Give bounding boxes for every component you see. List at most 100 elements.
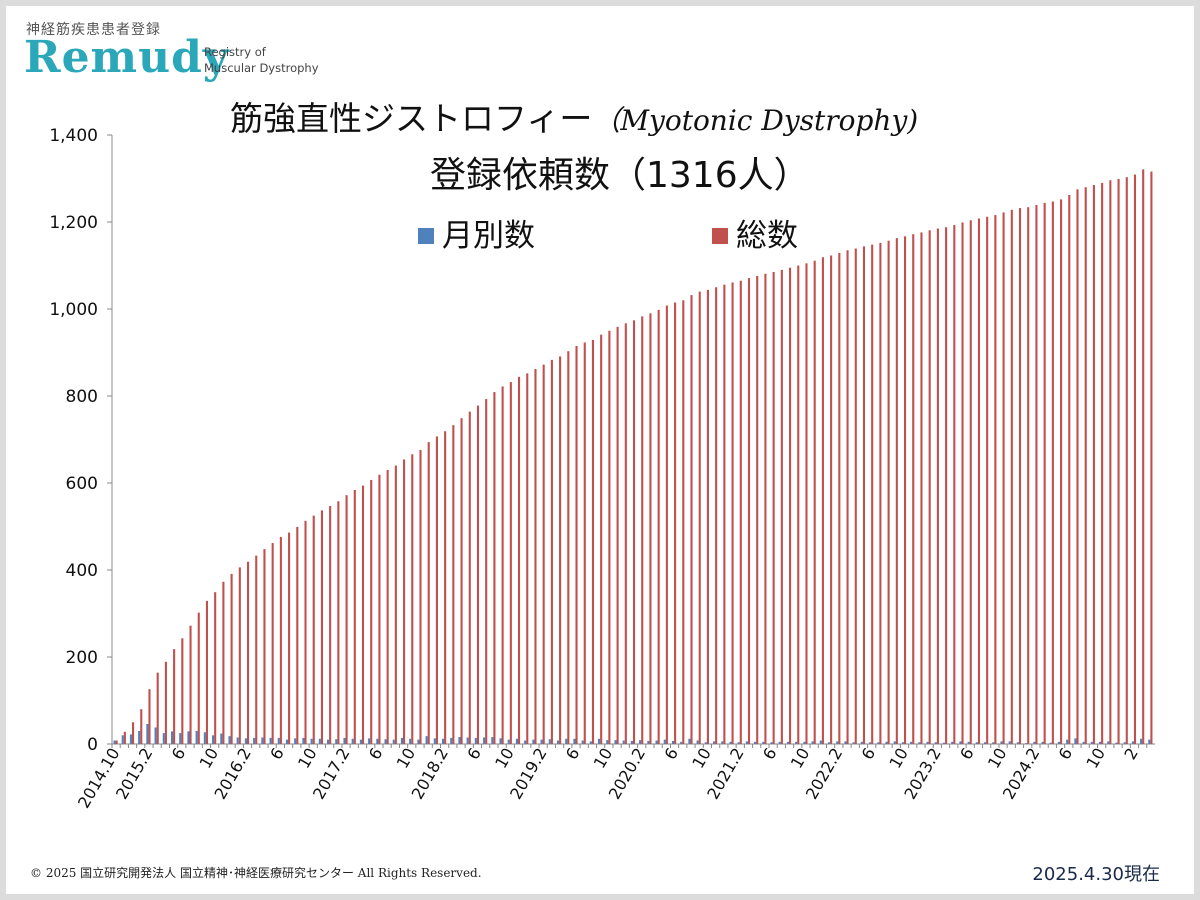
bar-total [1060, 199, 1063, 744]
bar-monthly [721, 741, 724, 744]
bar-monthly [515, 738, 518, 744]
bar-monthly [565, 738, 568, 744]
bar-monthly [934, 742, 937, 744]
x-tick-label: 10 [393, 745, 420, 772]
bar-monthly [474, 737, 477, 744]
bar-total [403, 459, 406, 744]
bar-monthly [458, 737, 461, 744]
bar-total [575, 345, 578, 744]
bar-monthly [121, 735, 124, 744]
logo-wordmark: Remudy [24, 32, 230, 83]
bar-total [468, 411, 471, 744]
bar-total [723, 284, 726, 744]
bar-monthly [910, 741, 913, 744]
bar-monthly [803, 741, 806, 744]
bar-total [435, 436, 438, 744]
bar-monthly [885, 741, 888, 744]
x-tick-label: 10 [294, 745, 321, 772]
bar-monthly [384, 739, 387, 744]
legend-label-monthly: 月別数 [442, 218, 535, 254]
bar-monthly [1082, 741, 1085, 744]
bar-total [1002, 212, 1005, 744]
bar-monthly [499, 738, 502, 744]
bar-monthly [795, 741, 798, 744]
bar-monthly [827, 742, 831, 744]
bar-total [460, 418, 463, 744]
bar-monthly [696, 740, 699, 744]
bar-total [312, 515, 315, 744]
bar-monthly [1000, 741, 1003, 744]
bar-monthly [146, 723, 149, 744]
bar-total [641, 316, 644, 744]
bar-total [361, 485, 365, 744]
bar-monthly [852, 742, 855, 744]
bar-total [813, 260, 816, 744]
y-tick-label: 200 [66, 648, 98, 668]
bar-total [674, 302, 677, 744]
bar-monthly [368, 738, 371, 744]
bar-monthly [647, 740, 650, 744]
logo-kanji-text: 神経筋疾患患者登録 [26, 22, 161, 38]
y-tick-label: 800 [66, 387, 98, 407]
bar-total [337, 501, 340, 744]
bar-total [1150, 171, 1153, 745]
bar-monthly [466, 737, 469, 744]
x-tick-label: 10 [984, 744, 1011, 771]
bar-total [394, 465, 397, 744]
bar-total [255, 555, 258, 744]
bar-total [789, 267, 792, 744]
bar-monthly [212, 735, 215, 744]
legend-swatch-total [712, 228, 728, 244]
bar-total [936, 228, 939, 744]
bar-monthly [343, 737, 346, 744]
bar-monthly [630, 740, 633, 744]
bar-monthly [1049, 742, 1052, 744]
bar-total [427, 442, 430, 744]
bar-monthly [154, 727, 157, 744]
bar-total [1018, 208, 1022, 744]
x-tick-label: 10 [885, 745, 912, 772]
bar-total [747, 278, 751, 744]
bar-total [181, 638, 184, 744]
bar-monthly [294, 738, 297, 744]
bar-total [205, 600, 209, 744]
bar-total [115, 740, 118, 744]
bar-monthly [450, 737, 453, 744]
bar-monthly [1115, 742, 1118, 744]
bar-total [1051, 201, 1054, 744]
bar-monthly [942, 742, 946, 744]
bar-monthly [1131, 741, 1134, 744]
bar-total [197, 612, 200, 744]
bar-total [600, 334, 603, 744]
bar-total [550, 359, 553, 744]
bar-total [797, 265, 800, 744]
bar-total [329, 506, 332, 744]
bar-total [1027, 207, 1030, 744]
legend-label-total: 総数 [736, 218, 798, 254]
bar-monthly [869, 742, 872, 744]
bar-monthly [1090, 741, 1093, 744]
bar-total [994, 215, 997, 745]
bar-total [288, 532, 291, 744]
bar-total [370, 479, 373, 744]
x-tick-label: 2014.10 [74, 745, 124, 812]
copyright-text: © 2025 国立研究開発法人 国立精神･神経医療研究センター All Righ… [30, 866, 482, 880]
bar-total [871, 244, 874, 744]
bar-total [805, 263, 808, 744]
chart-title-jp: 筋強直性ジストロフィー [230, 99, 593, 138]
bar-total [1010, 209, 1013, 744]
bar-total [386, 469, 389, 744]
legend-swatch-monthly [418, 228, 434, 244]
bar-total [1109, 180, 1112, 745]
bar-monthly [1025, 743, 1028, 744]
bar-monthly [712, 741, 716, 744]
bar-monthly [729, 741, 732, 744]
bar-total [780, 269, 783, 744]
bar-monthly [195, 730, 198, 744]
bar-monthly [187, 731, 190, 744]
bar-monthly [786, 741, 790, 744]
legend-item-total: 総数 [712, 210, 798, 255]
bar-total [501, 386, 504, 744]
remudy-logo: 神経筋疾患患者登録 Remudy Registry of Muscular Dy… [18, 14, 323, 90]
